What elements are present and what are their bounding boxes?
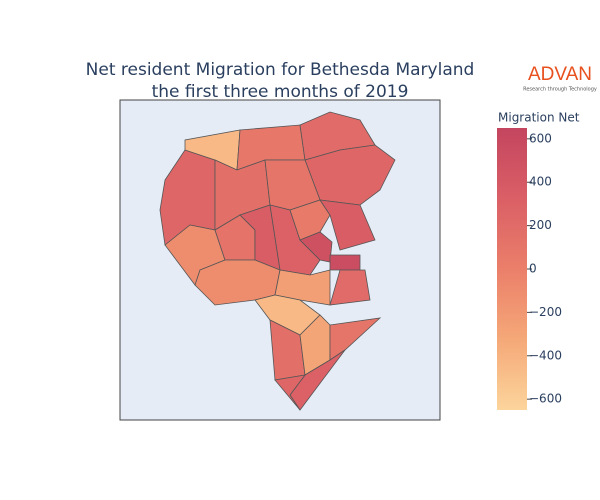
region xyxy=(299,231,333,263)
colorbar xyxy=(497,128,527,410)
colorbar-tick-label: 200 xyxy=(529,218,552,232)
region xyxy=(329,269,371,306)
colorbar-tick-label: −200 xyxy=(529,305,562,319)
colorbar-tick-label: 600 xyxy=(529,131,552,145)
colorbar-tick-label: −400 xyxy=(529,348,562,362)
colorbar-tick-label: −600 xyxy=(529,392,562,406)
region xyxy=(274,374,306,411)
colorbar-tick-label: 400 xyxy=(529,175,552,189)
region xyxy=(329,254,361,271)
logo-tagline: Research through Technology xyxy=(523,87,597,93)
chart-title: Net resident Migration for Bethesda Mary… xyxy=(86,60,475,80)
logo: ADVAN xyxy=(528,64,592,85)
chart-subtitle: the first three months of 2019 xyxy=(152,82,409,102)
region xyxy=(319,199,376,251)
colorbar-tick-label: 0 xyxy=(529,262,537,276)
region xyxy=(289,199,331,241)
colorbar-title: Migration Net xyxy=(498,111,580,125)
